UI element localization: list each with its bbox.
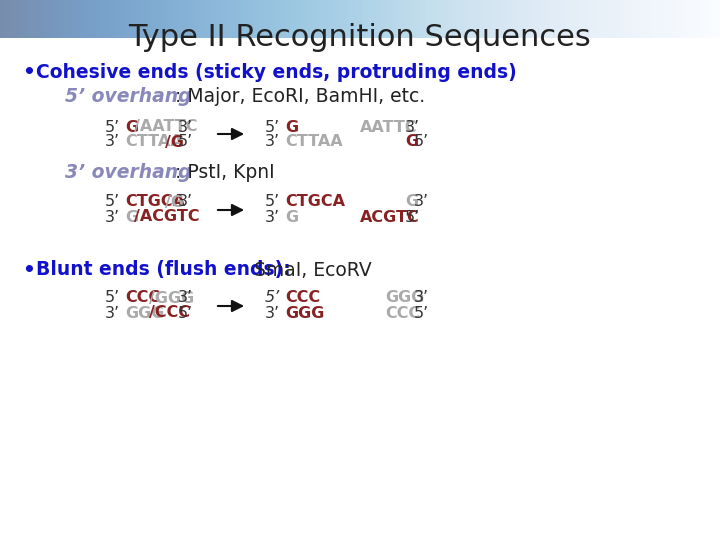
Text: Type II Recognition Sequences: Type II Recognition Sequences: [129, 23, 591, 51]
Text: 5’: 5’: [178, 134, 193, 150]
Text: G: G: [285, 210, 298, 225]
Text: Cohesive ends (sticky ends, protruding ends): Cohesive ends (sticky ends, protruding e…: [36, 63, 517, 82]
Text: 3’: 3’: [105, 306, 120, 321]
Text: 5’: 5’: [105, 119, 120, 134]
Text: /G: /G: [165, 134, 184, 150]
Text: 3’: 3’: [414, 291, 429, 306]
Text: AATTC: AATTC: [360, 119, 418, 134]
Text: 5’: 5’: [414, 306, 429, 321]
Text: CCC: CCC: [385, 306, 420, 321]
Text: CTTAA: CTTAA: [285, 134, 343, 150]
Text: CTGCA: CTGCA: [125, 194, 185, 210]
Text: 3’: 3’: [414, 194, 429, 210]
Text: 5’: 5’: [265, 119, 280, 134]
Text: GGG: GGG: [385, 291, 424, 306]
Text: Blunt ends (flush ends):: Blunt ends (flush ends):: [36, 260, 291, 280]
Text: : Major, EcoRI, BamHI, etc.: : Major, EcoRI, BamHI, etc.: [175, 87, 425, 106]
Text: CCC: CCC: [125, 291, 161, 306]
Text: 5’: 5’: [105, 291, 120, 306]
Text: 3’: 3’: [178, 119, 193, 134]
Text: G: G: [405, 194, 418, 210]
Text: 3’ overhang: 3’ overhang: [65, 163, 192, 181]
Text: /ACGTC: /ACGTC: [134, 210, 199, 225]
Text: /GGG: /GGG: [149, 291, 194, 306]
Text: CTGCA: CTGCA: [285, 194, 345, 210]
Text: •: •: [22, 63, 35, 82]
Text: 5’: 5’: [265, 291, 280, 306]
Text: 3’: 3’: [178, 194, 193, 210]
Text: 3’: 3’: [265, 134, 280, 150]
Text: G: G: [125, 119, 138, 134]
Text: 5’: 5’: [265, 194, 280, 210]
Text: SmaI, EcoRV: SmaI, EcoRV: [248, 260, 372, 280]
Text: /G: /G: [165, 194, 184, 210]
Text: ACGTC: ACGTC: [360, 210, 420, 225]
Text: 3’: 3’: [265, 306, 280, 321]
Text: 5’: 5’: [405, 210, 420, 225]
Text: : PstI, KpnI: : PstI, KpnI: [175, 163, 274, 181]
Text: GGG: GGG: [125, 306, 164, 321]
Text: 3’: 3’: [405, 119, 420, 134]
Text: CCC: CCC: [285, 291, 320, 306]
Text: 5’ overhang: 5’ overhang: [65, 87, 192, 106]
Text: •: •: [22, 260, 35, 280]
Text: G: G: [125, 210, 138, 225]
Text: 3’: 3’: [105, 134, 120, 150]
Text: 5’: 5’: [105, 194, 120, 210]
Text: /CCC: /CCC: [149, 306, 190, 321]
Text: 5’: 5’: [178, 306, 193, 321]
Text: 3’: 3’: [265, 210, 280, 225]
Text: 5’: 5’: [414, 134, 429, 150]
Text: 3’: 3’: [105, 210, 120, 225]
Text: GGG: GGG: [285, 306, 325, 321]
Text: 3’: 3’: [178, 291, 193, 306]
Text: CTTAA: CTTAA: [125, 134, 183, 150]
Text: /AATTC: /AATTC: [134, 119, 197, 134]
Text: G: G: [285, 119, 298, 134]
Text: G: G: [405, 134, 418, 150]
